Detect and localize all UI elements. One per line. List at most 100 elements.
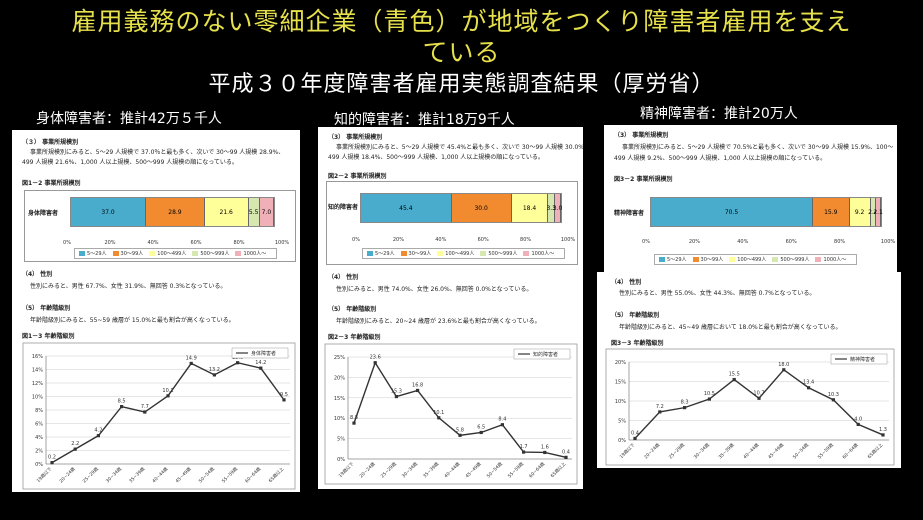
data-point (782, 368, 786, 372)
y-tick-label: 14% (32, 368, 43, 374)
data-point (189, 361, 193, 366)
data-point (856, 422, 860, 426)
bar-segment: 18.4 (511, 194, 549, 222)
y-tick-label: 2% (35, 449, 43, 455)
bar-legend: 5～29人 30～99人 100～499人 500～999人 1000人～ (362, 248, 566, 259)
line-legend-box (231, 347, 289, 359)
bar-row-label: 知的障害者 (328, 204, 359, 211)
bar-row-label: 身体障害者 (28, 210, 59, 217)
y-tick-label: 15% (334, 396, 345, 402)
legend-item: 100～499人 (149, 251, 186, 257)
bar-segment: 2.1 (873, 198, 883, 226)
data-point (757, 396, 761, 400)
legend-item: 1000人～ (815, 257, 846, 263)
data-point (96, 434, 100, 438)
data-point (143, 410, 147, 414)
bar-segment: 5.5 (248, 198, 260, 226)
legend-item: 100～499人 (437, 251, 474, 257)
legend-label: 500～999人 (780, 257, 810, 263)
legend-label: 1000人～ (823, 257, 847, 263)
data-label: 0.2 (48, 455, 56, 461)
data-label: 4.2 (94, 428, 102, 434)
bar-segment: 15.9 (813, 198, 850, 226)
data-point (807, 386, 811, 390)
page-title-line2: ている (422, 38, 501, 67)
data-label: 5.8 (456, 427, 464, 433)
legend-item: 30～99人 (400, 251, 432, 257)
fig-b-label: 図2－3 年齢階級別 (328, 334, 381, 341)
data-label: 18.0 (778, 362, 789, 368)
bar-legend: 5～29人 30～99人 100～499人 500～999人 1000人～ (74, 248, 278, 259)
legend-item: 1000人～ (235, 251, 266, 257)
y-tick-label: 8% (35, 408, 43, 414)
y-tick-label: 25% (334, 355, 345, 361)
legend-label: 1000人～ (243, 251, 267, 257)
bar-tick-label: 40% (435, 237, 447, 243)
caption-mental: 精神障害者：推計20万人 (640, 106, 798, 122)
data-point (633, 436, 637, 441)
data-label: 1.6 (541, 444, 549, 450)
sec3-text-2: 499 人規模 18.4%、500～999 人規模、1,000 人以上規模の順に… (328, 154, 544, 161)
data-point (522, 450, 526, 454)
data-label: 1.7 (520, 444, 528, 450)
y-tick-label: 0% (337, 457, 345, 463)
legend-swatch (79, 251, 85, 256)
bar-tick-label: 100% (560, 237, 576, 243)
panel-mental-top: （3） 事業所規模別 事業所規模別にみると、5～29 人規模で 70.5%と最も… (604, 125, 897, 272)
sec4-text: 性別にみると、男性 74.0%、女性 26.0%、無回答 0.0%となっている。 (336, 286, 533, 293)
y-tick-label: 20% (334, 375, 345, 381)
bar-segment: 28.9 (146, 198, 205, 226)
bar-segment: 37.0 (71, 198, 147, 226)
data-label: 0.4 (631, 430, 639, 436)
data-label: 23.6 (370, 355, 381, 361)
bar-tick-label: 40% (147, 240, 159, 246)
line-legend-label: 身体障害者 (251, 350, 276, 357)
bar-axis-ticks: 0% 20% 40% 60% 80% 100% (352, 237, 575, 245)
legend-item: 100～499人 (729, 257, 766, 263)
stacked-bar: 37.0 28.9 21.6 5.5 7.0 (70, 197, 275, 227)
y-tick-label: 16% (32, 354, 43, 360)
legend-item: 30～99人 (692, 257, 723, 263)
y-tick-label: 10% (334, 416, 345, 422)
line-legend-label: 精神障害者 (850, 356, 875, 363)
y-tick-label: 4% (35, 435, 43, 441)
data-label: 15.3 (391, 389, 402, 395)
page-title-line1: 雇用義務のない零細企業（青色）が地域をつくり障害者雇用を支え (71, 7, 852, 36)
bar-segment: 21.6 (204, 198, 249, 226)
sec5-heading: （5） 年齢階級別 (611, 312, 660, 319)
legend-swatch (659, 257, 665, 262)
y-tick-label: 12% (32, 381, 43, 387)
fig-b-label: 図3－3 年齢階級別 (611, 340, 664, 347)
data-label: 7.7 (141, 404, 149, 410)
data-label: 8.8 (350, 415, 358, 421)
bar-segment: 9.2 (849, 198, 871, 226)
data-label: 2.2 (71, 441, 79, 447)
legend-swatch (192, 251, 199, 256)
line-legend-box (830, 353, 888, 365)
legend-swatch (523, 251, 530, 256)
legend-item: 5～29人 (79, 251, 107, 257)
data-point (707, 397, 711, 401)
y-tick-label: 6% (35, 422, 43, 428)
legend-label: 100～499人 (737, 257, 767, 263)
bar-segment: 7.0 (259, 198, 274, 226)
chart-frame (22, 342, 296, 490)
sec5-heading: （5） 年齢階級別 (328, 306, 377, 313)
legend-label: 30～99人 (408, 251, 432, 257)
line-legend-label: 知的障害者 (533, 351, 558, 358)
bar-tick-label: 40% (737, 239, 749, 245)
bar-tick-label: 0% (352, 237, 360, 243)
legend-swatch (815, 257, 822, 262)
data-point (500, 423, 504, 427)
sec3-heading: （３） 事業所規模別 (22, 139, 79, 146)
line-chart: 0% 5% 10% 15% 20% 0.4 7.2 8.3 10.5 15.5 10.7 18.0 13… (605, 348, 895, 466)
bar-tick-label: 80% (834, 239, 846, 245)
data-point (658, 410, 662, 414)
data-label: 14.2 (255, 360, 266, 366)
y-tick-label: 5% (337, 437, 345, 443)
sec5-text: 年齢階級別にみると、45~49 歳層において 18.0%と最も割合が高くなってい… (619, 324, 842, 331)
legend-swatch (367, 251, 373, 256)
legend-label: 500～999人 (488, 251, 518, 257)
data-point (120, 405, 124, 409)
panel-mental-bottom: （4） 性別 性別にみると、男性 55.0%、女性 44.3%、無回答 0.7%… (597, 272, 901, 468)
